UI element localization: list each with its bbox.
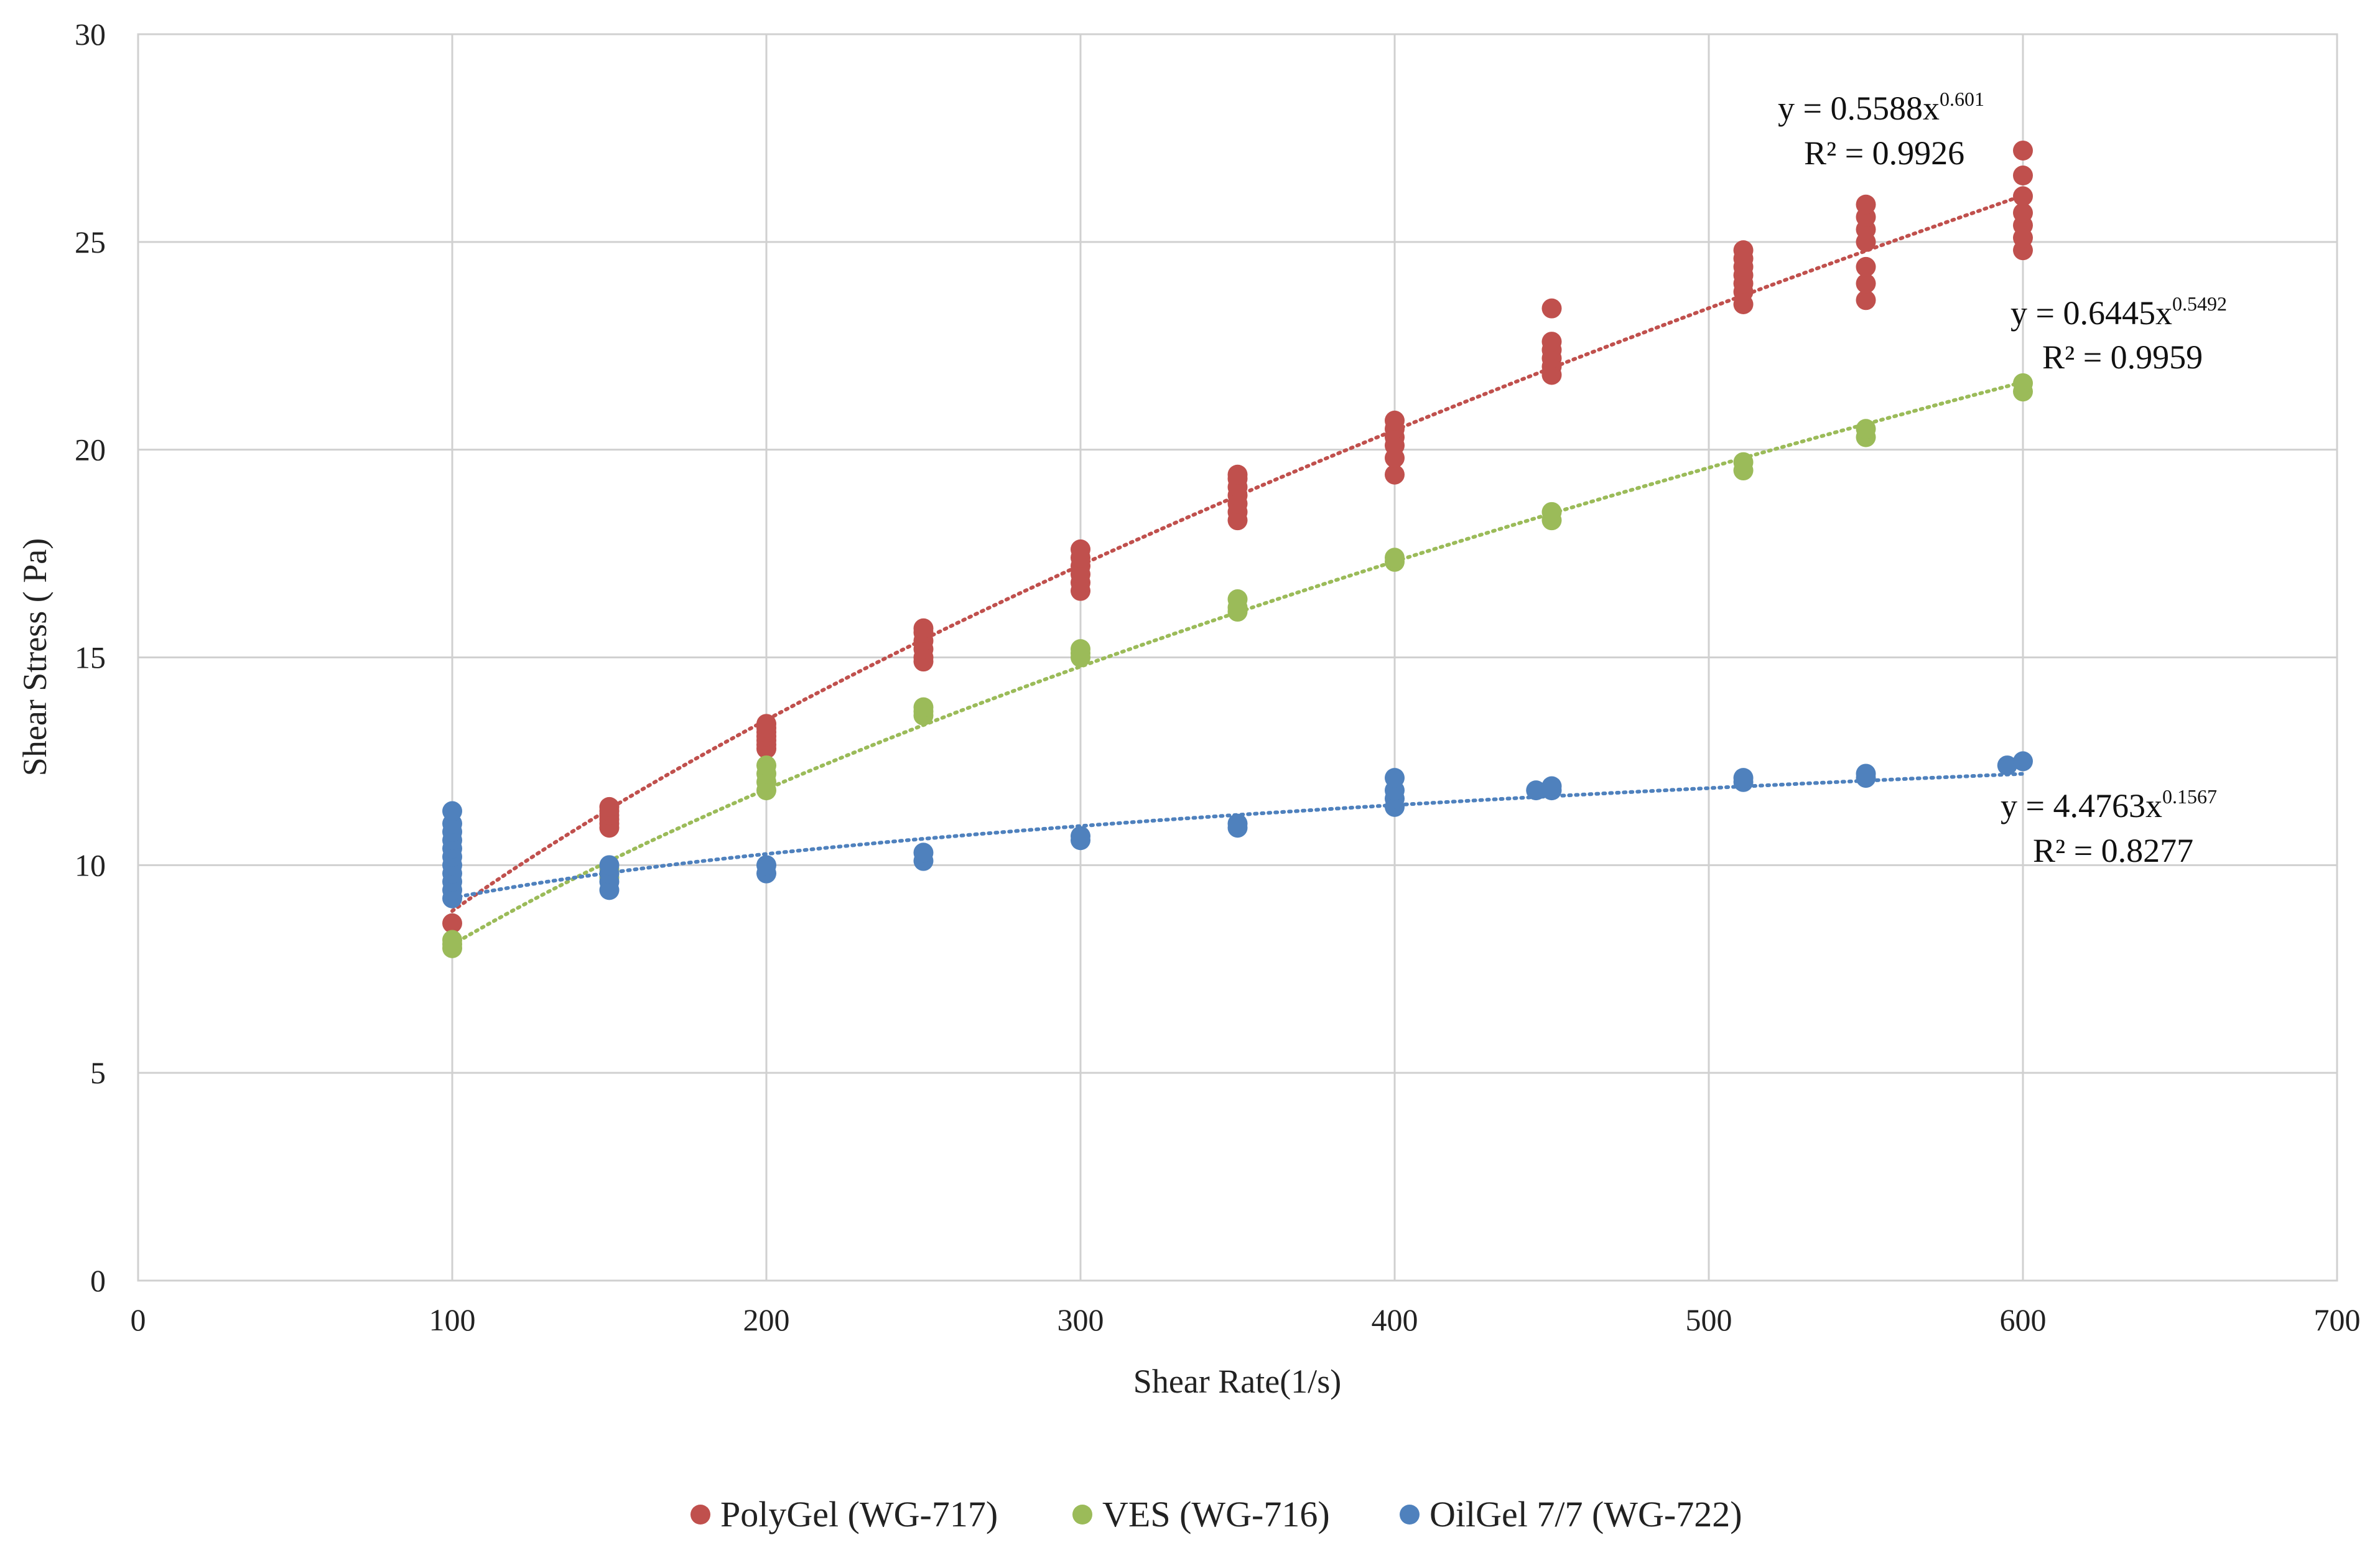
data-point-series-0 (599, 796, 620, 817)
x-tick-label: 700 (2314, 1302, 2361, 1337)
data-point-series-0 (1227, 464, 1248, 485)
legend-marker-icon (690, 1505, 710, 1525)
legend-marker-icon (1072, 1505, 1092, 1525)
y-tick-label: 0 (90, 1263, 106, 1298)
data-point-series-2 (913, 843, 934, 863)
legend-item: PolyGel (WG-717) (690, 1494, 998, 1534)
r-squared-1: R² = 0.9959 (2042, 339, 2203, 376)
data-point-series-2 (1997, 755, 2017, 776)
data-point-series-1 (1856, 419, 1876, 439)
data-point-series-0 (1385, 464, 1405, 485)
data-point-series-0 (1071, 539, 1090, 559)
data-point-series-1 (913, 697, 934, 717)
data-point-series-0 (756, 714, 776, 734)
data-point-series-0 (2013, 166, 2033, 186)
data-point-series-2 (756, 855, 776, 876)
r-squared-2: R² = 0.8277 (2033, 832, 2193, 869)
data-point-series-0 (1856, 256, 1876, 277)
data-point-series-0 (1856, 290, 1876, 311)
x-tick-label: 100 (429, 1302, 476, 1337)
data-point-series-0 (1541, 332, 1562, 352)
data-point-series-0 (1733, 240, 1754, 261)
data-point-series-1 (1733, 452, 1754, 472)
data-point-series-1 (756, 755, 776, 776)
trendline-equation-1: y = 0.6445x0.5492 (2010, 292, 2227, 332)
legend-item: VES (WG-716) (1072, 1494, 1330, 1534)
r-squared-0: R² = 0.9926 (1804, 134, 1964, 172)
data-point-series-1 (1541, 502, 1562, 522)
x-tick-label: 500 (1686, 1302, 1732, 1337)
trendline-equations: y = 0.5588x0.601 R² = 0.9926 y = 0.6445x0.… (1778, 88, 2227, 869)
legend-label: VES (WG-716) (1102, 1494, 1330, 1534)
x-tick-label: 300 (1058, 1302, 1104, 1337)
y-tick-label: 25 (75, 225, 106, 259)
x-tick-label: 200 (743, 1302, 790, 1337)
y-tick-label: 5 (90, 1055, 106, 1090)
data-points (442, 140, 2033, 958)
y-tick-label: 20 (75, 432, 106, 467)
legend: PolyGel (WG-717) VES (WG-716) OilGel 7/7 (… (690, 1494, 1742, 1534)
data-point-series-2 (2013, 751, 2033, 772)
data-point-series-1 (442, 930, 462, 950)
x-tick-label: 400 (1372, 1302, 1418, 1337)
legend-item: OilGel 7/7 (WG-722) (1400, 1494, 1742, 1534)
legend-label: OilGel 7/7 (WG-722) (1429, 1494, 1742, 1534)
data-point-series-0 (2013, 203, 2033, 223)
trendline-equation-0: y = 0.5588x0.601 (1778, 88, 1984, 127)
data-point-series-0 (1385, 410, 1405, 431)
data-point-series-0 (2013, 140, 2033, 161)
data-point-series-0 (442, 913, 462, 933)
data-point-series-0 (1856, 273, 1876, 294)
gridlines (138, 34, 2337, 1281)
legend-label: PolyGel (WG-717) (720, 1494, 998, 1534)
data-point-series-0 (1541, 298, 1562, 319)
data-point-series-2 (1526, 780, 1546, 801)
data-point-series-2 (1541, 776, 1562, 796)
y-tick-label: 10 (75, 848, 106, 882)
data-point-series-1 (1071, 639, 1090, 660)
data-point-series-2 (599, 855, 620, 876)
data-point-series-2 (1227, 813, 1248, 834)
data-point-series-2 (1856, 763, 1876, 784)
data-point-series-2 (442, 801, 462, 821)
legend-marker-icon (1400, 1505, 1420, 1525)
data-point-series-0 (1856, 194, 1876, 215)
y-tick-label: 30 (75, 17, 106, 52)
data-point-series-2 (1385, 768, 1405, 788)
data-point-series-0 (913, 618, 934, 638)
data-point-series-1 (1227, 589, 1248, 610)
data-point-series-0 (2013, 186, 2033, 207)
x-axis-title: Shear Rate(1/s) (1133, 1363, 1341, 1400)
data-point-series-1 (2013, 373, 2033, 393)
x-tick-label: 600 (2000, 1302, 2047, 1337)
y-axis-title: Shear Stress ( Pa) (16, 538, 53, 776)
trendline-equation-2: y = 4.4763x0.1567 (2001, 785, 2217, 824)
y-tick-label: 15 (75, 640, 106, 675)
data-point-series-2 (1733, 768, 1754, 788)
x-tick-label: 0 (131, 1302, 146, 1337)
data-point-series-1 (1385, 548, 1405, 568)
data-point-series-2 (1071, 826, 1090, 846)
